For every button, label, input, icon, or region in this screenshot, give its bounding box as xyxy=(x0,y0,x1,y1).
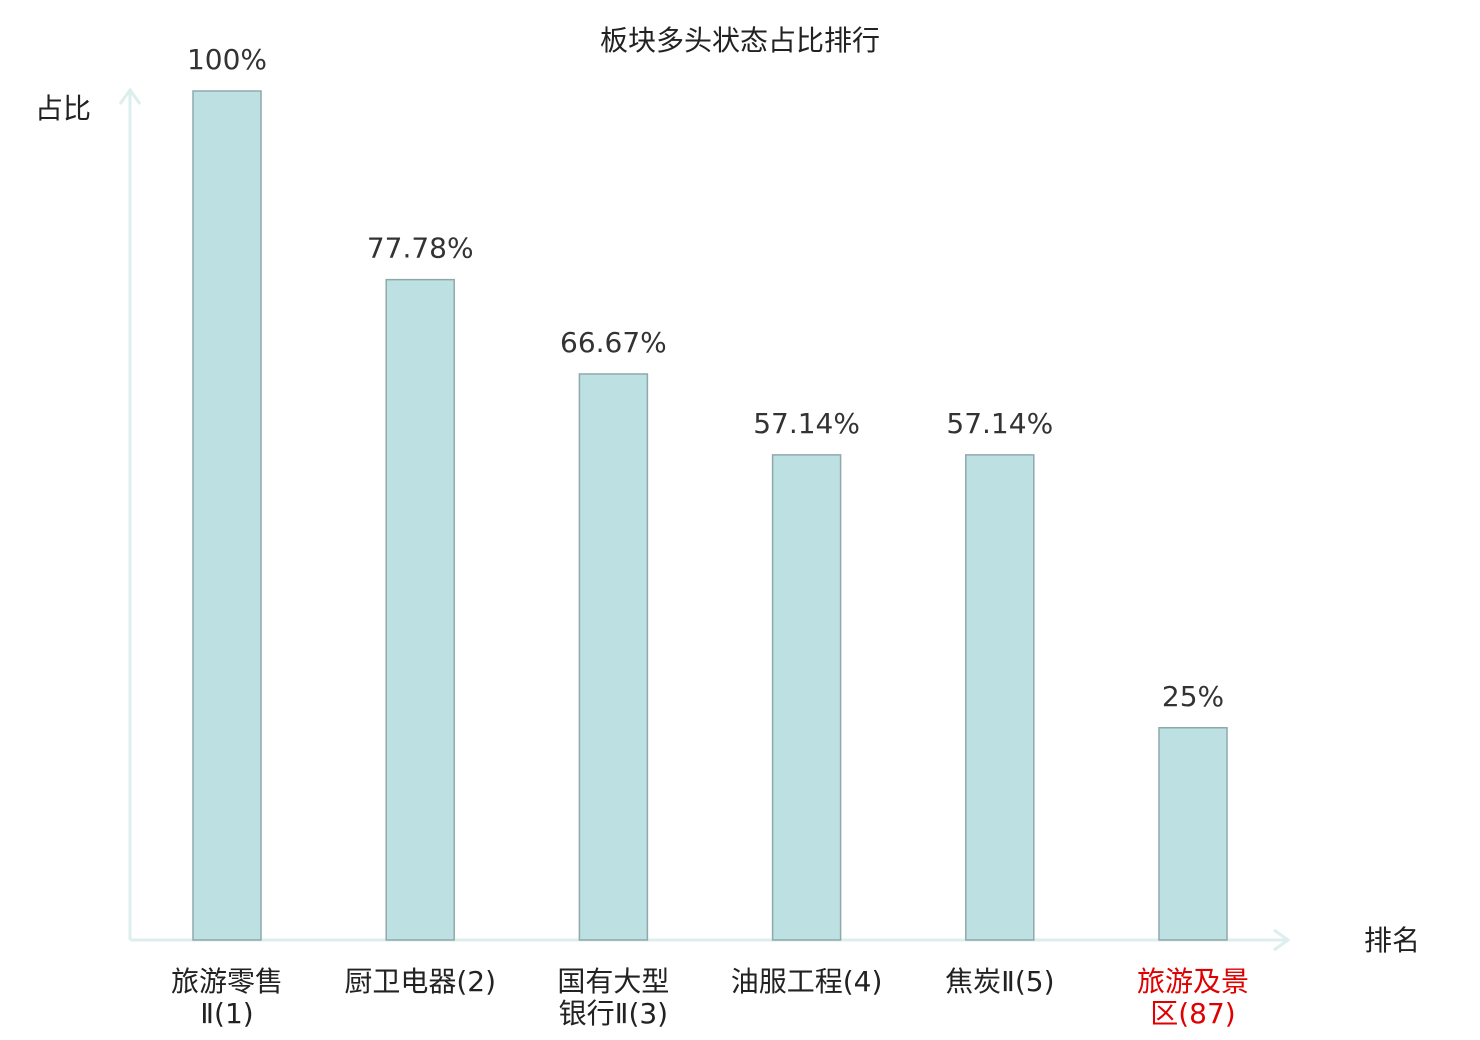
bar xyxy=(192,90,262,941)
axes xyxy=(118,87,1291,952)
x-axis-label: 排名 xyxy=(1364,924,1420,957)
data-label: 57.14% xyxy=(753,407,860,440)
x-tick-label: 旅游及景 区(87) xyxy=(1136,965,1249,1030)
y-axis-label: 占比 xyxy=(35,92,91,125)
x-tick-label: 油服工程(4) xyxy=(730,965,883,998)
x-tick-label: 国有大型 银行Ⅱ(3) xyxy=(557,965,670,1030)
data-label: 66.67% xyxy=(560,326,667,359)
data-label: 77.78% xyxy=(367,232,474,265)
bar xyxy=(385,278,455,941)
chart-title: 板块多头状态占比排行 xyxy=(600,24,880,57)
bar xyxy=(965,454,1035,941)
bar xyxy=(578,373,649,941)
x-tick-label: 厨卫电器(2) xyxy=(344,965,497,998)
x-tick-label: 旅游零售 Ⅱ(1) xyxy=(170,965,283,1030)
x-axis-arrow xyxy=(1273,928,1291,952)
data-label: 57.14% xyxy=(946,407,1053,440)
data-label: 25% xyxy=(1162,680,1224,713)
x-tick-label: 焦炭Ⅱ(5) xyxy=(945,965,1055,998)
data-label: 100% xyxy=(187,43,267,76)
y-axis-arrow xyxy=(118,87,142,105)
bar xyxy=(1158,727,1228,941)
bar xyxy=(771,454,842,941)
